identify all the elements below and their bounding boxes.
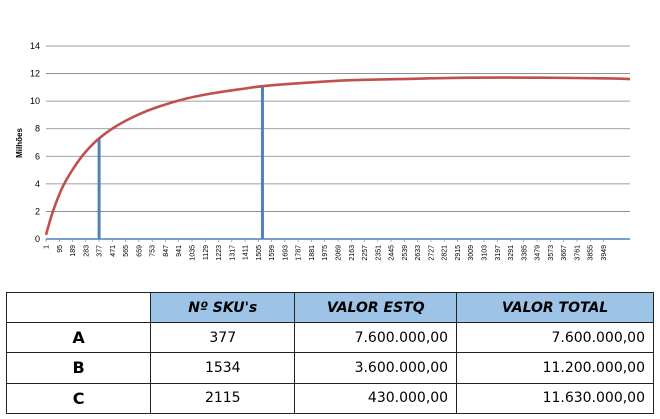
x-tick-label: 1881 — [309, 245, 316, 261]
x-tick-label: 1411 — [243, 245, 250, 260]
abc-curve-chart: 0 2 4 6 8 10 12 14 1 95 189 283 377 471 565 659 753 847 9… — [15, 41, 631, 261]
x-tick-label: 1599 — [269, 245, 276, 261]
x-tick-label: 3761 — [574, 245, 581, 261]
x-tick-label: 2257 — [362, 245, 369, 261]
y-tick-label: 12 — [30, 69, 40, 79]
row-valor-total: 11.630.000,00 — [456, 382, 654, 415]
x-tick-label: 3949 — [601, 245, 608, 261]
table-header-row: Nº SKU's VALOR ESTQ VALOR TOTAL — [5, 292, 654, 323]
y-tick-labels: 0 2 4 6 8 10 12 14 — [30, 41, 40, 244]
table-corner-cell — [5, 292, 152, 323]
x-tick-label: 2163 — [349, 245, 356, 261]
y-tick-label: 14 — [30, 41, 40, 51]
x-tick-label: 2539 — [402, 245, 409, 261]
row-valor-estq: 430.000,00 — [294, 382, 458, 415]
x-tick-label: 377 — [97, 245, 104, 257]
x-tick-label: 2727 — [428, 245, 435, 261]
x-tick-label: 3667 — [561, 245, 568, 261]
x-tick-label: 659 — [136, 245, 143, 257]
x-tick-label: 1787 — [296, 245, 303, 261]
x-tick-label: 1975 — [322, 245, 329, 261]
x-tick-label: 1129 — [203, 245, 210, 260]
header-valor-total: VALOR TOTAL — [456, 292, 654, 323]
table-row: B 1534 3.600.000,00 11.200.000,00 — [5, 352, 654, 384]
row-valor-estq: 3.600.000,00 — [294, 352, 458, 384]
x-tick-labels: 1 95 189 283 377 471 565 659 753 847 941 1035 1129 12… — [44, 239, 608, 261]
x-tick-label: 753 — [150, 245, 157, 257]
row-skus: 377 — [150, 321, 296, 354]
x-tick-label: 3385 — [521, 245, 528, 261]
cumulative-value-line — [44, 76, 631, 236]
x-tick-label: 2633 — [415, 245, 422, 261]
x-tick-label: 3479 — [535, 245, 542, 261]
x-tick-label: 565 — [123, 245, 130, 257]
x-tick-label: 2821 — [442, 245, 449, 261]
row-skus: 1534 — [150, 352, 296, 384]
row-class-label: B — [5, 352, 152, 384]
y-tick-label: 4 — [35, 179, 40, 189]
x-tick-label: 1 — [44, 245, 51, 249]
x-tick-label: 3291 — [508, 245, 515, 261]
y-tick-label: 10 — [30, 96, 40, 106]
header-skus: Nº SKU's — [150, 292, 296, 323]
x-tick-label: 1223 — [216, 245, 223, 261]
x-tick-label: 3573 — [548, 245, 555, 261]
x-tick-label: 2069 — [336, 245, 343, 261]
row-valor-total: 11.200.000,00 — [456, 352, 654, 384]
row-class-label: C — [5, 382, 152, 415]
row-valor-total: 7.600.000,00 — [456, 321, 654, 354]
table-row: A 377 7.600.000,00 7.600.000,00 — [5, 321, 654, 354]
table-row: C 2115 430.000,00 11.630.000,00 — [5, 382, 654, 415]
class-cutoff-markers — [97, 85, 264, 239]
y-tick-label: 6 — [35, 151, 40, 161]
x-tick-label: 3009 — [468, 245, 475, 261]
y-tick-label: 0 — [35, 234, 40, 244]
x-tick-label: 3855 — [588, 245, 595, 261]
x-tick-label: 471 — [110, 245, 117, 257]
x-tick-label: 2915 — [455, 245, 462, 261]
x-tick-label: 847 — [163, 245, 170, 257]
x-tick-label: 2351 — [375, 245, 382, 261]
x-tick-label: 95 — [57, 245, 64, 253]
row-skus: 2115 — [150, 382, 296, 415]
x-tick-label: 1317 — [229, 245, 236, 261]
y-tick-label: 2 — [35, 206, 40, 216]
abc-classification-table: Nº SKU's VALOR ESTQ VALOR TOTAL A 377 7.… — [5, 292, 654, 415]
y-tick-label: 8 — [35, 124, 40, 134]
x-tick-label: 2445 — [389, 245, 396, 261]
x-tick-label: 1505 — [256, 245, 263, 261]
series-layer — [44, 76, 631, 236]
x-tick-label: 283 — [83, 245, 90, 257]
x-tick-label: 1035 — [190, 245, 197, 261]
row-class-label: A — [5, 321, 152, 354]
x-tick-label: 189 — [70, 245, 77, 257]
x-tick-label: 3103 — [482, 245, 489, 261]
x-tick-label: 3197 — [495, 245, 502, 261]
header-valor-estq: VALOR ESTQ — [294, 292, 458, 323]
gridlines — [46, 45, 630, 240]
y-axis-label: Milhões — [15, 128, 24, 158]
row-valor-estq: 7.600.000,00 — [294, 321, 458, 354]
x-tick-label: 1693 — [282, 245, 289, 261]
x-tick-label: 941 — [176, 245, 183, 257]
